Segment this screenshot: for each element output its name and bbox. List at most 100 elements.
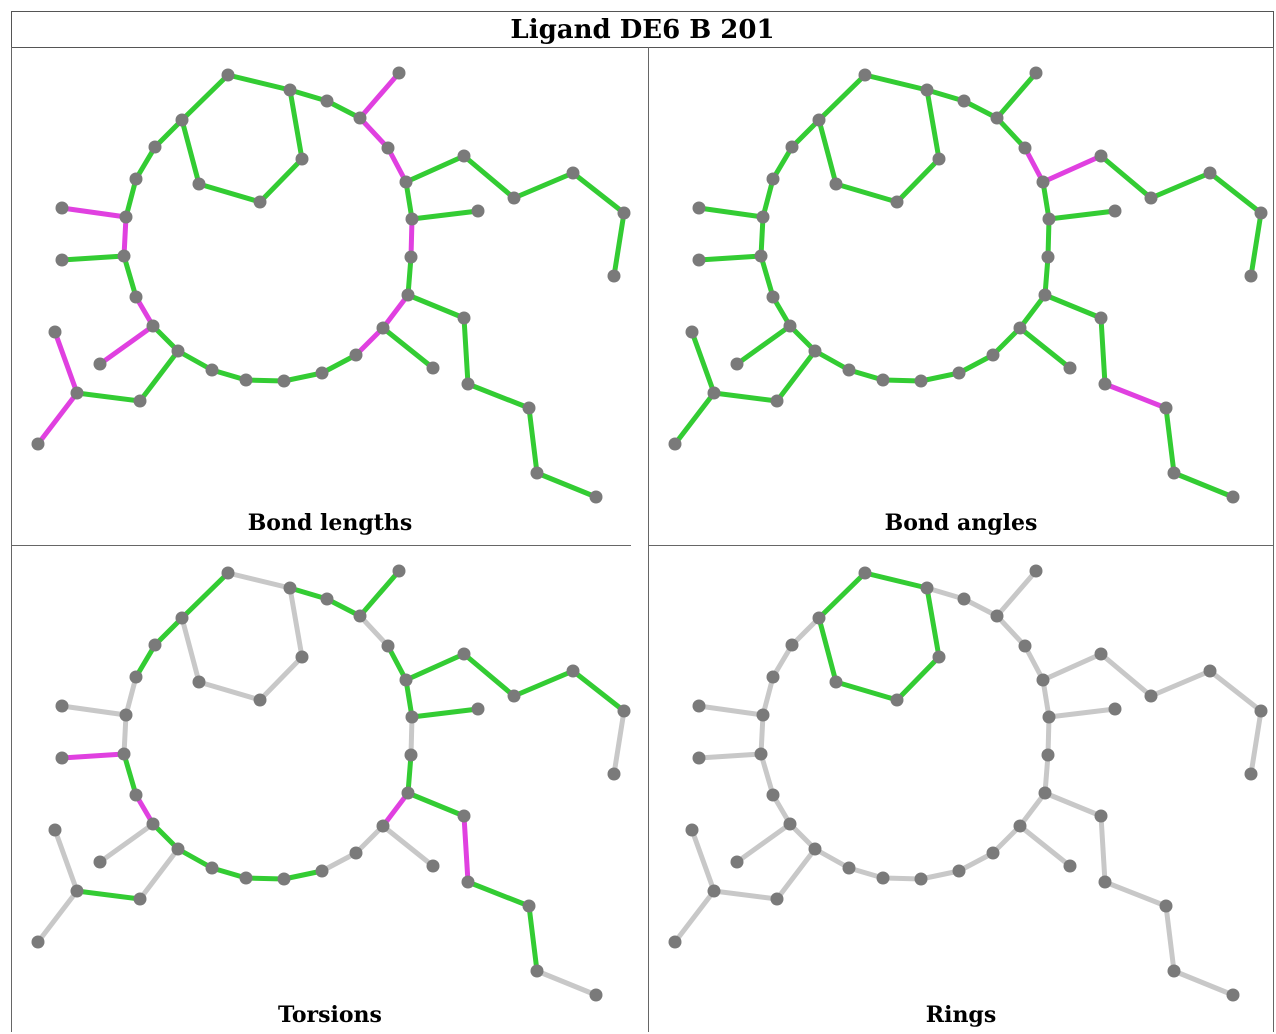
atom	[404, 250, 418, 264]
bond	[380, 292, 411, 331]
atom	[399, 673, 413, 687]
bond	[179, 117, 202, 187]
atom	[148, 638, 162, 652]
atom	[507, 191, 521, 205]
atom	[1063, 361, 1077, 375]
atom	[1013, 819, 1027, 833]
bond	[994, 70, 1039, 121]
atom	[192, 177, 206, 191]
bond	[380, 325, 436, 371]
bond	[816, 570, 868, 621]
atom	[957, 592, 971, 606]
bond	[123, 674, 139, 718]
atom	[692, 751, 706, 765]
atom	[770, 892, 784, 906]
atom	[129, 290, 143, 304]
bond	[862, 570, 930, 591]
atom	[1094, 647, 1108, 661]
atom	[858, 566, 872, 580]
atom	[566, 166, 580, 180]
atom	[1167, 964, 1181, 978]
row-divider-left	[11, 545, 631, 546]
atom	[707, 386, 721, 400]
atom	[617, 704, 631, 718]
atom	[315, 864, 329, 878]
atom	[401, 288, 415, 302]
caption-bond-lengths: Bond lengths	[247, 510, 413, 536]
atom	[766, 172, 780, 186]
atom	[858, 68, 872, 82]
bond	[1163, 405, 1177, 476]
atom	[399, 175, 413, 189]
atom	[129, 788, 143, 802]
atom	[607, 767, 621, 781]
atom	[730, 357, 744, 371]
atom	[381, 141, 395, 155]
atom	[842, 363, 856, 377]
atom	[530, 466, 544, 480]
atom	[829, 177, 843, 191]
bond	[97, 821, 156, 865]
bond	[1248, 708, 1264, 777]
atom	[31, 437, 45, 451]
bond	[924, 585, 942, 660]
bond	[1102, 381, 1169, 411]
atom	[668, 935, 682, 949]
bond	[179, 72, 231, 123]
atom	[522, 401, 536, 415]
atom	[1244, 269, 1258, 283]
molecule-bond-lengths	[31, 66, 631, 504]
atom	[692, 201, 706, 215]
atom	[1018, 141, 1032, 155]
bond	[380, 823, 436, 869]
bond	[179, 615, 202, 685]
bond	[74, 888, 143, 902]
atom	[48, 823, 62, 837]
atom	[952, 366, 966, 380]
bond	[816, 72, 868, 123]
atom	[530, 964, 544, 978]
bond	[1017, 823, 1073, 869]
atom	[295, 152, 309, 166]
atom	[277, 374, 291, 388]
atom	[589, 490, 603, 504]
atom	[117, 747, 131, 761]
bond	[833, 181, 900, 205]
bond	[1042, 790, 1104, 819]
atom	[932, 152, 946, 166]
bond	[409, 208, 481, 222]
bond	[137, 348, 181, 404]
bond	[611, 210, 627, 279]
bond	[534, 968, 599, 998]
panel-bond-angles: Bond angles	[649, 48, 1273, 545]
atom	[617, 206, 631, 220]
bond	[894, 156, 942, 205]
atom	[381, 639, 395, 653]
bond	[696, 751, 764, 761]
bond	[405, 790, 467, 819]
atom	[876, 373, 890, 387]
atom	[55, 751, 69, 765]
bond	[121, 712, 129, 757]
atom	[1063, 859, 1077, 873]
bond	[121, 214, 129, 259]
atom	[1094, 809, 1108, 823]
bond	[894, 654, 942, 703]
atom	[457, 809, 471, 823]
caption-rings: Rings	[925, 1002, 997, 1028]
atom	[754, 747, 768, 761]
left-border	[11, 47, 12, 1032]
bond	[734, 821, 793, 865]
bond	[461, 315, 471, 387]
atom	[277, 872, 291, 886]
atom	[205, 861, 219, 875]
bond	[758, 712, 766, 757]
bond	[1098, 153, 1154, 201]
atom	[1094, 311, 1108, 325]
atom	[119, 708, 133, 722]
bond	[696, 703, 766, 718]
atom	[93, 357, 107, 371]
caption-torsions: Torsions	[278, 1002, 382, 1028]
row-divider-right	[648, 545, 1274, 546]
atom	[1036, 673, 1050, 687]
